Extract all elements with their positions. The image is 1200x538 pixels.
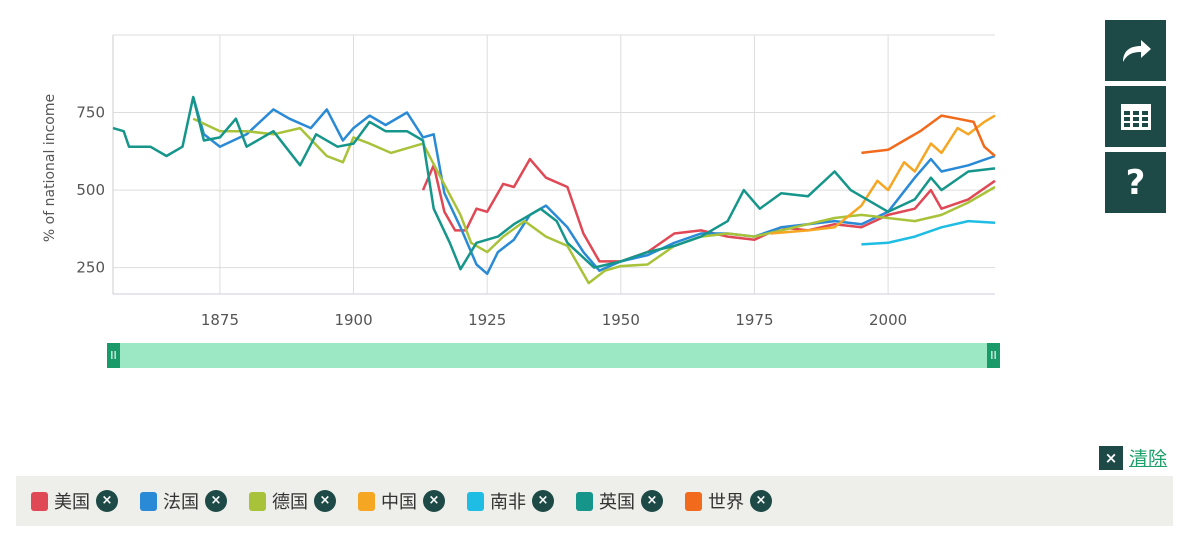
x-tick-label: 1925: [468, 311, 506, 329]
range-slider[interactable]: II II: [107, 343, 1000, 368]
slider-handle-left[interactable]: II: [107, 343, 120, 368]
legend-swatch: [685, 491, 702, 511]
legend-swatch: [140, 491, 157, 511]
legend: 美国 × 法国 × 德国 × 中国 × 南非 × 英国 × 世界 ×: [16, 476, 1173, 526]
remove-series-icon[interactable]: ×: [205, 490, 227, 512]
x-tick-label: 1900: [334, 311, 372, 329]
share-button[interactable]: [1105, 20, 1166, 81]
slider-handle-right[interactable]: II: [987, 343, 1000, 368]
remove-series-icon[interactable]: ×: [641, 490, 663, 512]
clear-all-button[interactable]: × 清除: [1099, 444, 1167, 471]
share-icon: [1122, 39, 1151, 62]
remove-series-icon[interactable]: ×: [750, 490, 772, 512]
legend-label: 南非: [490, 492, 526, 513]
legend-item[interactable]: 南非 ×: [467, 488, 554, 514]
remove-series-icon[interactable]: ×: [314, 490, 336, 512]
x-tick-label: 2000: [869, 311, 907, 329]
y-tick-label: 750: [76, 104, 105, 122]
legend-swatch: [467, 491, 484, 511]
y-tick-label: 500: [76, 181, 105, 199]
legend-item[interactable]: 中国 ×: [358, 488, 445, 514]
series-line-6: [861, 114, 996, 157]
x-tick-label: 1975: [735, 311, 773, 329]
table-view-button[interactable]: [1105, 86, 1166, 147]
legend-swatch: [358, 491, 375, 511]
x-tick-label: 1950: [602, 311, 640, 329]
legend-label: 德国: [272, 492, 308, 513]
series-line-5: [112, 95, 996, 271]
x-tick-label: 1875: [201, 311, 239, 329]
legend-item[interactable]: 英国 ×: [576, 488, 663, 514]
series-line-2: [192, 117, 996, 285]
legend-label: 美国: [54, 492, 90, 513]
legend-item[interactable]: 美国 ×: [31, 488, 118, 514]
legend-swatch: [249, 491, 266, 511]
legend-item[interactable]: 德国 ×: [249, 488, 336, 514]
legend-item[interactable]: 法国 ×: [140, 488, 227, 514]
help-button[interactable]: ?: [1105, 152, 1166, 213]
legend-label: 中国: [381, 492, 417, 513]
remove-series-icon[interactable]: ×: [96, 490, 118, 512]
clear-label[interactable]: 清除: [1129, 448, 1168, 470]
help-icon: ?: [1125, 162, 1146, 203]
legend-swatch: [31, 491, 48, 511]
y-tick-label: 250: [76, 259, 105, 277]
remove-series-icon[interactable]: ×: [423, 490, 445, 512]
y-axis-label: % of national income: [42, 94, 58, 242]
clear-icon: ×: [1099, 445, 1123, 470]
legend-label: 英国: [599, 492, 635, 513]
table-icon: [1120, 103, 1151, 130]
legend-label: 法国: [163, 492, 199, 513]
legend-item[interactable]: 世界 ×: [685, 488, 772, 514]
legend-swatch: [576, 491, 593, 511]
series-line-4: [861, 219, 996, 246]
remove-series-icon[interactable]: ×: [532, 490, 554, 512]
legend-label: 世界: [708, 492, 744, 513]
series-line-3: [770, 114, 996, 235]
series-line-0: [421, 157, 996, 263]
line-chart: 1875 1900 1925 1950 1975 2000 250 500 750 % of n…: [42, 34, 996, 329]
series-line-1: [191, 96, 996, 276]
